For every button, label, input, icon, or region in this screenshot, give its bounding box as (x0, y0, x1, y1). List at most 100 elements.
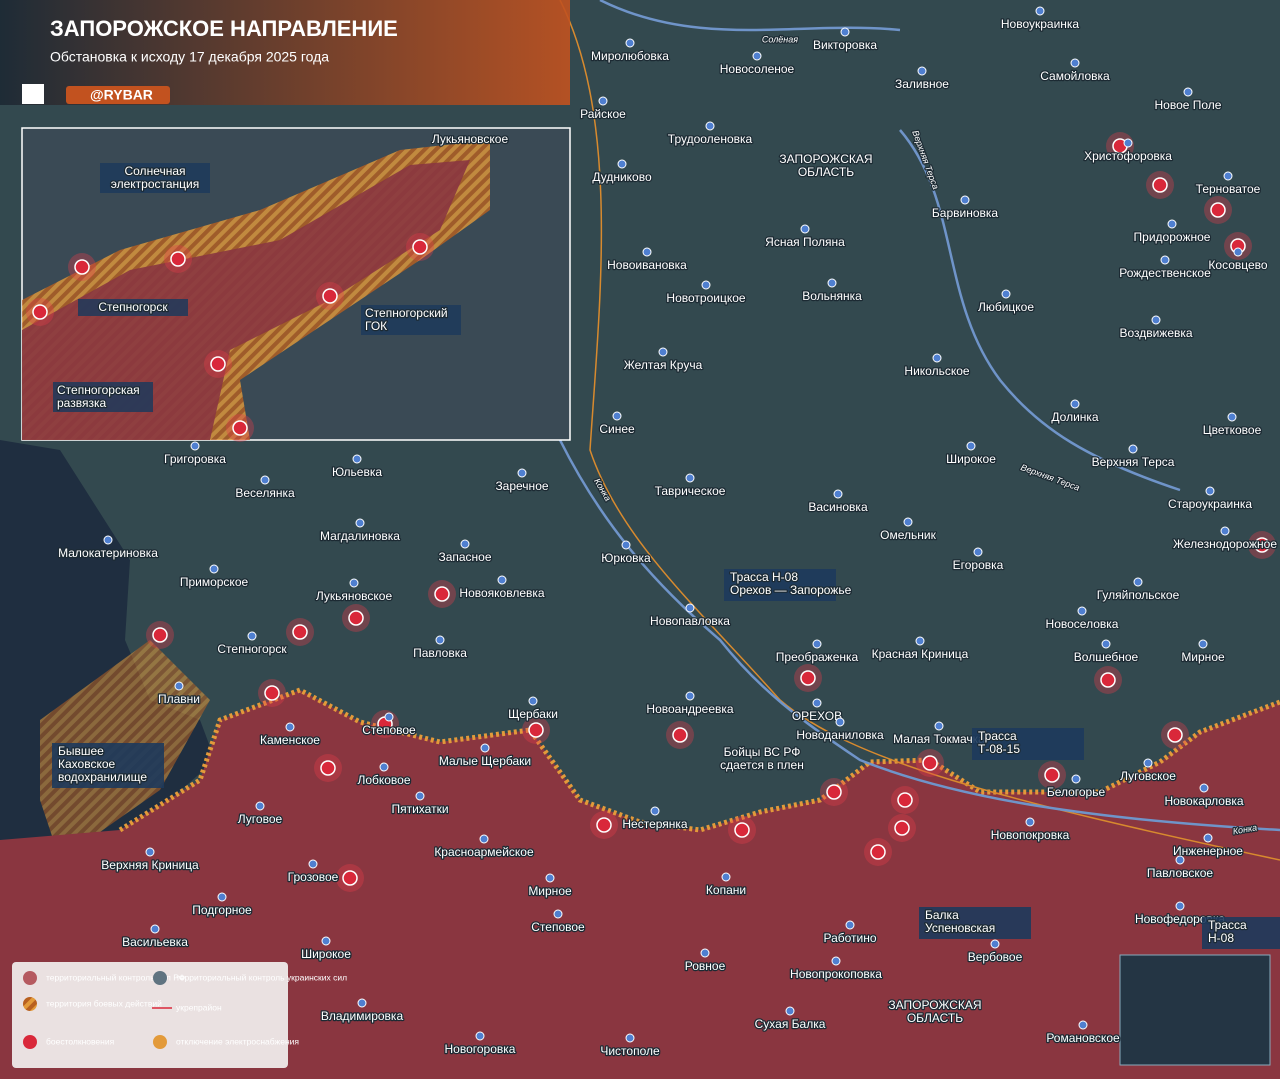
fight-marker (32, 304, 48, 320)
place-label: Новокарловка (1164, 794, 1243, 808)
legend-swatch (23, 971, 37, 985)
fight-marker (1152, 177, 1168, 193)
place-label: Васильевка (122, 935, 188, 949)
settlement-marker (352, 454, 362, 464)
legend-label: территориальный контроль сил РФ (46, 972, 185, 982)
settlement-marker (379, 762, 389, 772)
settlement-marker (845, 920, 855, 930)
place-label: Придорожное (1134, 230, 1211, 244)
fight-marker (528, 722, 544, 738)
place-label: Косовцево (1208, 258, 1268, 272)
rivers-lines (558, 0, 1280, 832)
settlement-marker (415, 791, 425, 801)
settlement-marker (384, 712, 394, 722)
place-label: Цветковое (1203, 423, 1262, 437)
place-label: Новопавловка (650, 614, 730, 628)
place-label: Запасное (438, 550, 491, 564)
place-label: Малая Токмачка (893, 732, 985, 746)
place-label: Мирное (528, 884, 572, 898)
settlement-marker (973, 547, 983, 557)
settlement-marker (960, 195, 970, 205)
settlement-marker (308, 859, 318, 869)
legend-label: укрепрайон (176, 1002, 222, 1012)
callout-text: Трасса (1208, 918, 1247, 932)
place-label: Юльевка (332, 465, 382, 479)
place-label: Новоивановка (607, 258, 687, 272)
fight-marker (74, 259, 90, 275)
road (559, 0, 1280, 861)
settlement-marker (1025, 817, 1035, 827)
settlement-marker (150, 924, 160, 934)
settlement-marker (528, 696, 538, 706)
callout-text: Успеновская (925, 921, 995, 935)
inset-callout-box (53, 382, 153, 412)
callout-text: водохранилище (58, 770, 147, 784)
fight-marker (1044, 767, 1060, 783)
overview-map (1119, 954, 1271, 1066)
place-label: Копани (706, 883, 746, 897)
settlement-marker (1223, 171, 1233, 181)
settlement-marker (1123, 138, 1133, 148)
settlement-marker (1203, 833, 1213, 843)
callout-box (724, 569, 836, 601)
settlement-marker (355, 518, 365, 528)
place-label: Вербовое (968, 950, 1023, 964)
place-label: Райское (580, 107, 626, 121)
settlement-marker (685, 603, 695, 613)
callout-text: Бывшее (58, 744, 104, 758)
place-label: Луговское (1120, 769, 1176, 783)
settlement-marker (217, 892, 227, 902)
settlement-marker (827, 278, 837, 288)
legend-swatch (153, 1035, 167, 1049)
settlement-marker (1001, 289, 1011, 299)
place-label: Вольнянка (802, 289, 862, 303)
place-label: Плавни (158, 692, 200, 706)
handle-badge (66, 86, 170, 104)
settlement-marker (966, 441, 976, 451)
callout-text: сдается в плен (720, 758, 804, 772)
legend-label: территориальный контроль украинских сил (176, 972, 347, 982)
place-label: Новоселовка (1046, 617, 1119, 631)
river-label: Солёная (762, 34, 798, 44)
place-label: Заливное (895, 77, 949, 91)
place-label: Дудниково (592, 170, 652, 184)
place-label: Новоукраинка (1001, 17, 1080, 31)
fight-marker (348, 610, 364, 626)
place-label: Синее (599, 422, 635, 436)
fight-marker (1210, 202, 1226, 218)
settlement-marker (685, 473, 695, 483)
place-label: Луговое (238, 812, 283, 826)
settlement-marker (1070, 58, 1080, 68)
place-label: Заречное (495, 479, 548, 493)
place-label: Пятихатки (391, 802, 448, 816)
place-label: Преображенка (776, 650, 859, 664)
settlement-marker (705, 121, 715, 131)
place-label: Павловка (413, 646, 467, 660)
settlement-marker (752, 51, 762, 61)
place-label: Приморское (180, 575, 249, 589)
fight-marker (1100, 672, 1116, 688)
place-label: Нестерянка (622, 817, 688, 831)
place-label: Широкое (946, 452, 996, 466)
settlement-marker (700, 948, 710, 958)
settlement-marker (785, 1006, 795, 1016)
place-label: Гуляйпольское (1097, 588, 1180, 602)
settlement-marker (1078, 1020, 1088, 1030)
place-label: Белогорье (1047, 785, 1106, 799)
qr-code (22, 84, 44, 104)
place-label: Ясная Поляна (765, 235, 845, 249)
place-label: Волшебное (1074, 650, 1139, 664)
place-label: Новопокровка (991, 828, 1070, 842)
callout-text: Т-08-15 (978, 742, 1020, 756)
settlement-marker (190, 441, 200, 451)
settlement-marker (1071, 774, 1081, 784)
settlement-marker (835, 717, 845, 727)
settlement-marker (800, 224, 810, 234)
settlement-marker (812, 698, 822, 708)
settlement-marker (625, 1033, 635, 1043)
callout-text: Каховское (58, 757, 116, 771)
subtitle: Обстановка к исходу 17 декабря 2025 года (50, 49, 329, 65)
place-label: ОРЕХОВ (792, 709, 842, 723)
settlement-marker (812, 639, 822, 649)
place-label: Новогоровка (445, 1042, 516, 1056)
